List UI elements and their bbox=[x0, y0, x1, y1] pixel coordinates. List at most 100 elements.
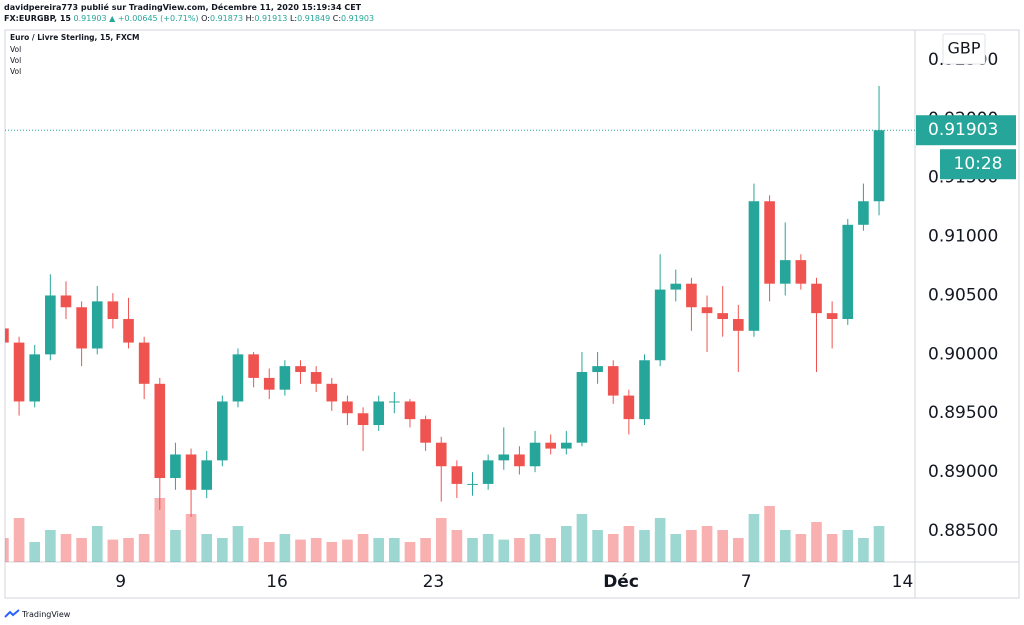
candle-body bbox=[310, 372, 322, 384]
ohlc-key: O: bbox=[201, 14, 210, 23]
volume-bar bbox=[858, 538, 869, 562]
volume-bar bbox=[686, 530, 697, 562]
volume-bar bbox=[670, 534, 682, 562]
y-tick-label: 0.88500 bbox=[928, 521, 998, 541]
currency: GBP bbox=[947, 39, 980, 58]
symbol: FX:EURGBP, 15 bbox=[4, 14, 71, 23]
candle-body bbox=[76, 307, 87, 349]
candle-body bbox=[686, 283, 697, 308]
x-tick-label: 14 bbox=[892, 572, 914, 592]
volume-bar bbox=[529, 534, 541, 562]
axes: 0.88500 0.89000 0.89500 0.90000 0.90500 0.910… bbox=[115, 50, 998, 592]
volume-bar bbox=[748, 514, 760, 562]
y-tick-label: 0.89000 bbox=[928, 462, 998, 482]
candle-body bbox=[217, 401, 228, 461]
volume-bar bbox=[576, 514, 588, 562]
candle-body bbox=[670, 283, 682, 290]
candle-body bbox=[5, 328, 9, 343]
volume-bar bbox=[733, 538, 744, 562]
candle-body bbox=[107, 301, 119, 320]
candle-body bbox=[467, 483, 478, 485]
candle-body bbox=[248, 354, 259, 378]
candle-body bbox=[733, 319, 744, 331]
price: 0.91903 bbox=[73, 14, 107, 23]
candle-body bbox=[342, 401, 353, 414]
x-tick-label: 7 bbox=[741, 572, 752, 592]
volume-bar bbox=[232, 526, 244, 562]
header: davidpereira773 publié sur TradingView.c… bbox=[4, 2, 374, 24]
candle-body bbox=[389, 401, 400, 403]
candle-body bbox=[717, 313, 728, 320]
x-tick-label: 9 bbox=[115, 572, 126, 592]
volume-bar bbox=[764, 506, 775, 562]
volume-bar bbox=[435, 518, 447, 562]
candle-body bbox=[373, 401, 385, 426]
volume-bar bbox=[404, 542, 416, 562]
indicator: Vol bbox=[10, 67, 21, 76]
volume-bar bbox=[639, 530, 650, 562]
candle-body bbox=[826, 313, 838, 320]
candle-body bbox=[295, 366, 306, 373]
volume-bar bbox=[717, 530, 728, 562]
candle-body bbox=[279, 366, 291, 390]
volume-bar bbox=[389, 538, 400, 562]
candle-body bbox=[701, 307, 713, 314]
candle-body bbox=[263, 377, 275, 390]
volume-bar bbox=[217, 538, 228, 562]
volume-bar bbox=[91, 526, 103, 562]
ohlc-value: 0.91913 bbox=[254, 14, 288, 23]
volume-bar bbox=[592, 530, 603, 562]
candle-body bbox=[404, 401, 416, 420]
candle-body bbox=[858, 201, 869, 225]
volume-bar bbox=[623, 526, 635, 562]
volume-bar bbox=[842, 530, 854, 562]
legend-title: Euro / Livre Sterling, 15, FXCM bbox=[10, 33, 140, 42]
candle-body bbox=[29, 354, 41, 402]
candle-body bbox=[748, 201, 760, 331]
candle-body bbox=[764, 201, 775, 284]
x-tick-label: 23 bbox=[423, 572, 445, 592]
candle-body bbox=[623, 395, 635, 420]
volume-bar bbox=[310, 538, 322, 562]
ohlc-value: 0.91903 bbox=[341, 14, 375, 23]
volume-bar bbox=[357, 534, 369, 562]
candle-body bbox=[873, 130, 885, 202]
currency-box bbox=[942, 33, 986, 65]
change: ▲ +0.00645 (+0.71%) bbox=[109, 14, 199, 23]
candle-body bbox=[842, 224, 854, 320]
volume-bar bbox=[263, 542, 275, 562]
volume-bar bbox=[561, 526, 572, 562]
candle-body bbox=[138, 342, 150, 384]
candle-body bbox=[779, 260, 791, 284]
plot bbox=[5, 85, 915, 562]
candle-body bbox=[357, 413, 369, 426]
volume-bar bbox=[248, 538, 259, 562]
countdown-box bbox=[940, 149, 1016, 180]
candle-body bbox=[185, 454, 197, 490]
y-tick-label: 0.89500 bbox=[928, 403, 998, 423]
ohlc-value: 0.91873 bbox=[209, 14, 244, 23]
countdown: 10:28 bbox=[954, 154, 1003, 174]
volume-bar bbox=[326, 542, 338, 562]
candle-body bbox=[607, 366, 619, 396]
volume-bar bbox=[451, 530, 463, 562]
y-tick-label: 0.91000 bbox=[928, 227, 998, 247]
candle-body bbox=[91, 301, 103, 349]
candle-body bbox=[482, 460, 494, 484]
candle-body bbox=[811, 283, 822, 314]
price-label-box bbox=[916, 115, 1016, 146]
y-tick-label: 0.90000 bbox=[928, 344, 998, 364]
logo bbox=[4, 609, 20, 618]
candle-body bbox=[123, 319, 134, 343]
volume-bar bbox=[514, 538, 525, 562]
footer: TradingView bbox=[22, 610, 71, 619]
volume-bar bbox=[545, 538, 557, 562]
volume-bar bbox=[201, 534, 213, 562]
x-tick-label: 16 bbox=[266, 572, 288, 592]
ohlc-key: C: bbox=[332, 14, 342, 23]
candle-body bbox=[60, 295, 72, 308]
volume-bar bbox=[60, 534, 72, 562]
candle-body bbox=[795, 260, 807, 284]
volume-bar bbox=[185, 514, 197, 562]
